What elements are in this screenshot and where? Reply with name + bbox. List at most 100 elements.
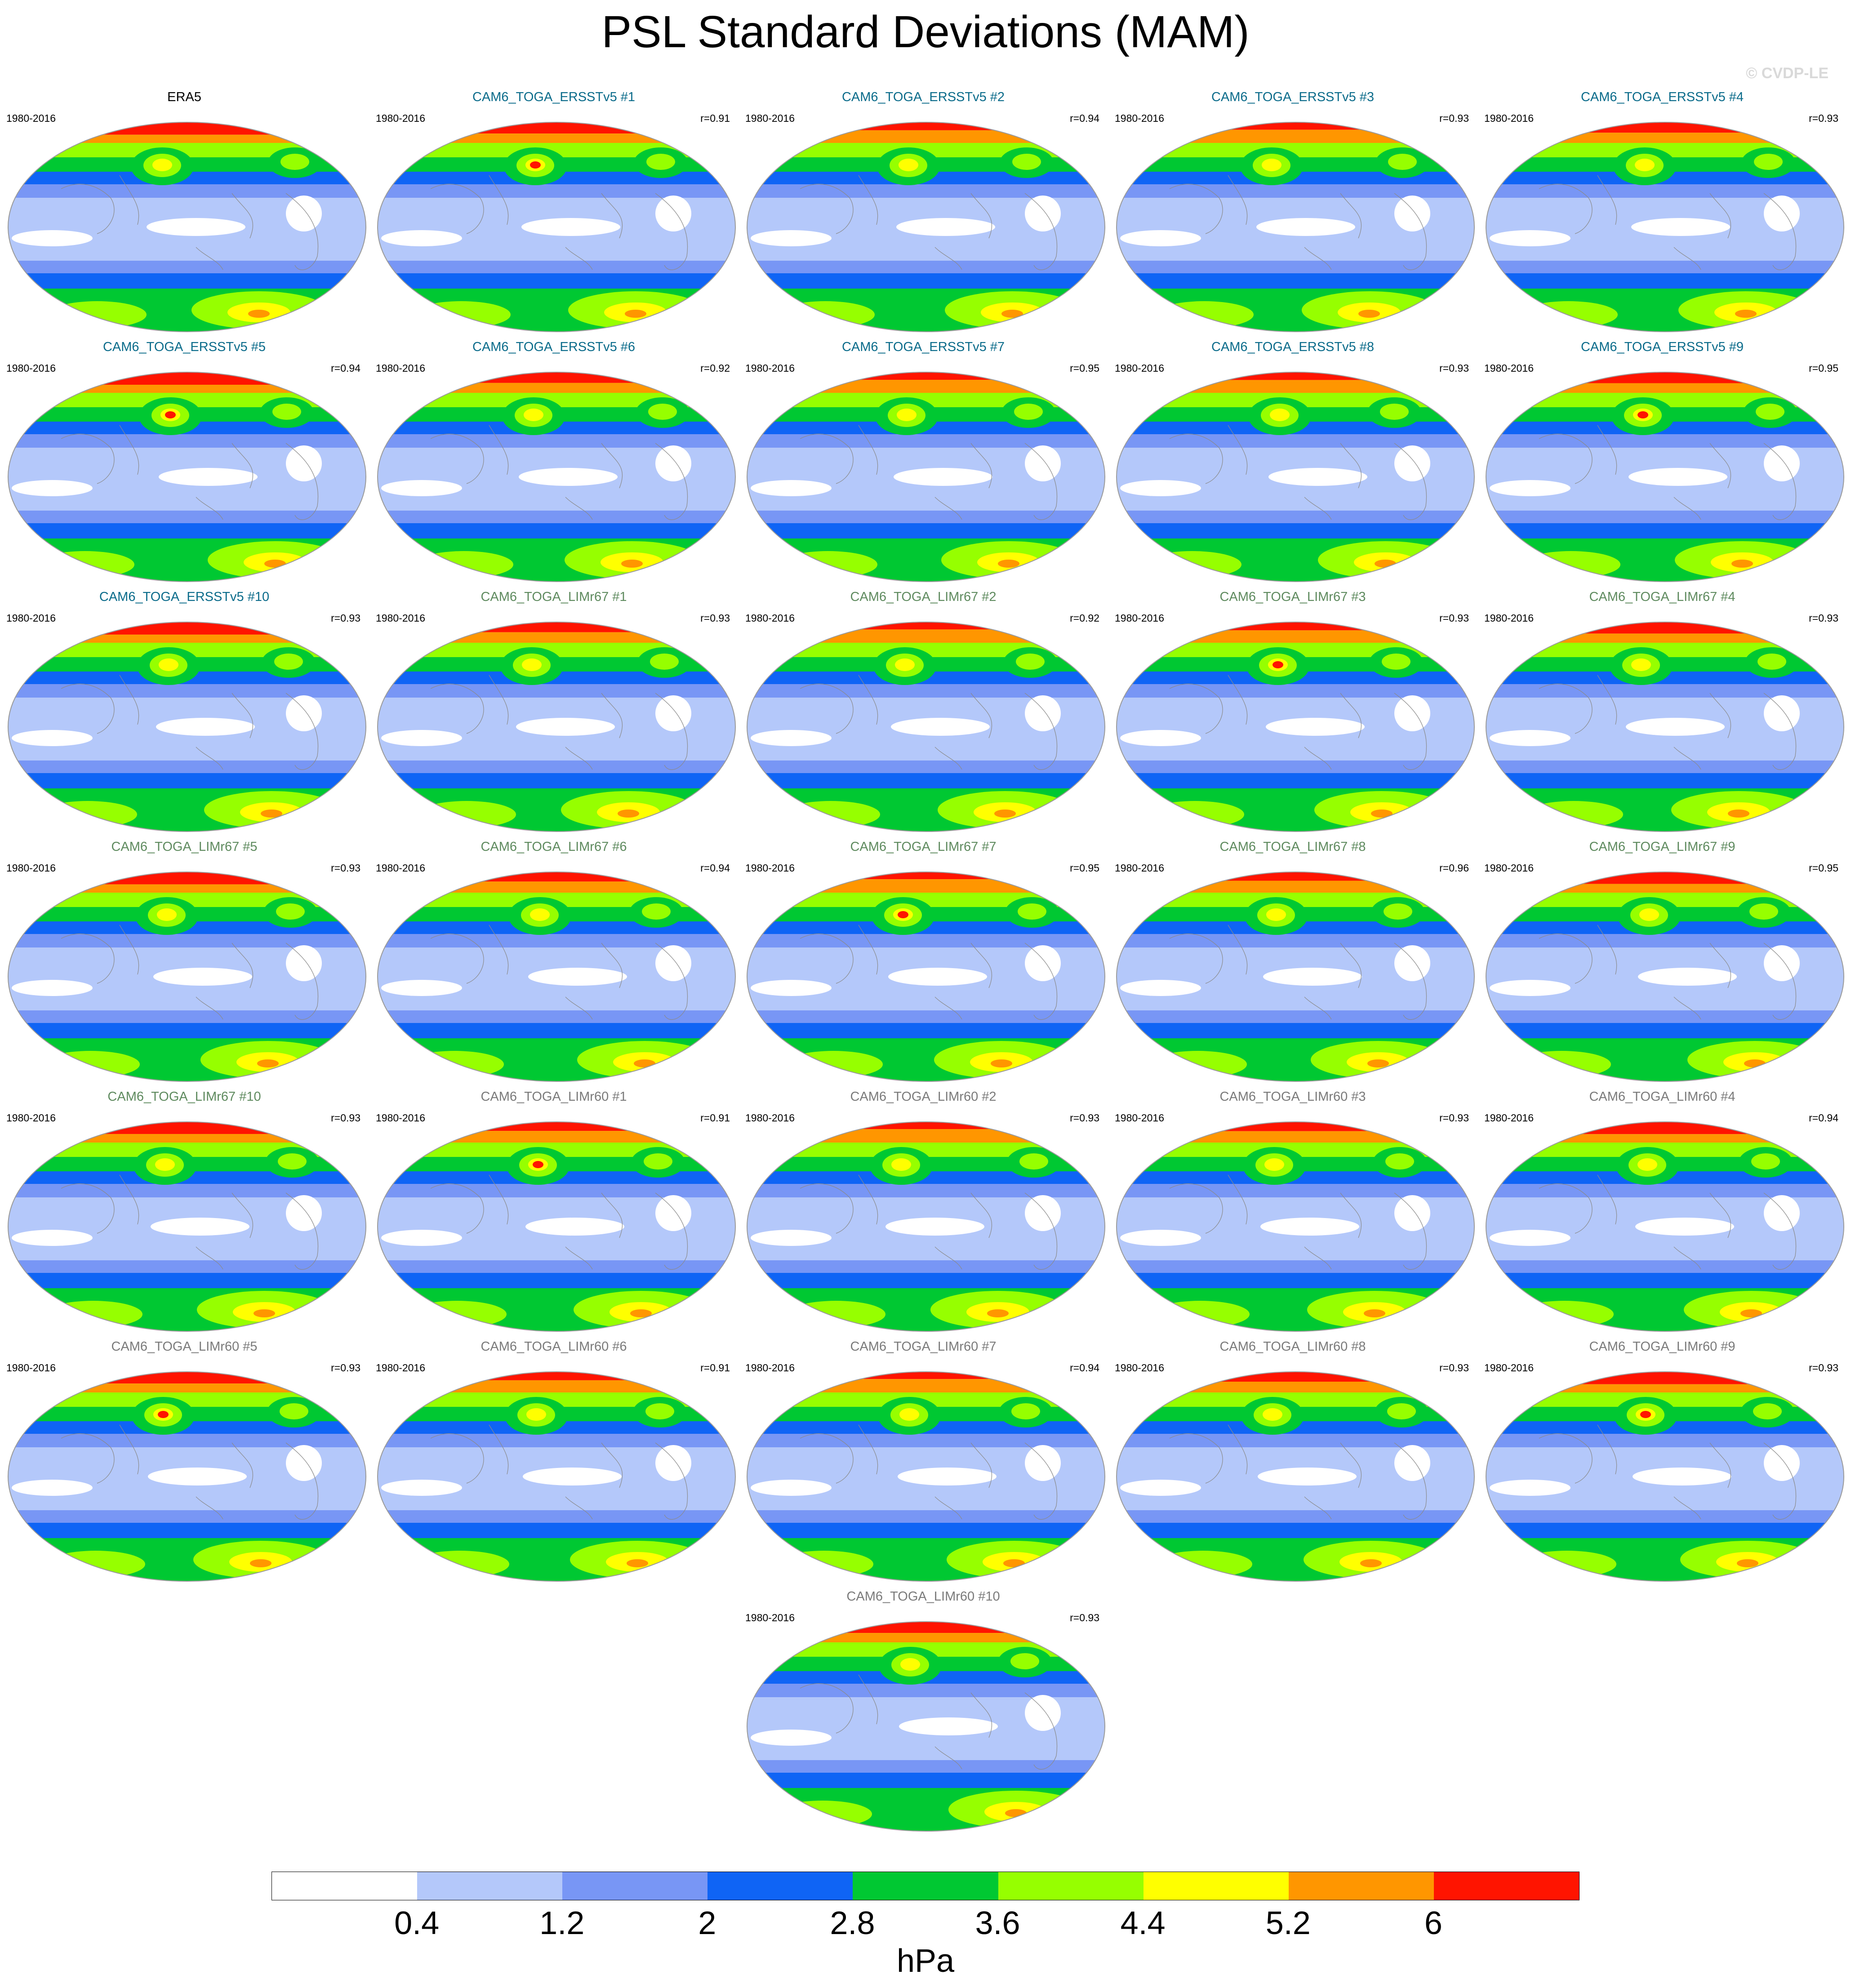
panel-map [8, 1371, 366, 1582]
panel-correlation: r=0.93 [1439, 1112, 1469, 1124]
map-panel: CAM6_TOGA_LIMr60 #10 1980-2016 r=0.93 [739, 1589, 1108, 1834]
panel-title: CAM6_TOGA_LIMr60 #3 [1219, 1090, 1366, 1104]
map-panel: CAM6_TOGA_LIMr60 #3 1980-2016 r=0.93 [1108, 1090, 1477, 1334]
panel-title: CAM6_TOGA_LIMr67 #7 [850, 840, 997, 854]
panel-map [747, 1621, 1105, 1832]
panel-period: 1980-2016 [6, 1362, 56, 1374]
panel-period: 1980-2016 [6, 362, 56, 374]
panel-title: CAM6_TOGA_ERSSTv5 #2 [841, 90, 1005, 104]
panel-period: 1980-2016 [1484, 112, 1534, 124]
panel-correlation: r=0.93 [1439, 612, 1469, 624]
panel-map [377, 1121, 736, 1332]
panel-map [8, 122, 366, 332]
panel-map [8, 872, 366, 1082]
map-panel: CAM6_TOGA_ERSSTv5 #9 1980-2016 r=0.95 [1478, 340, 1847, 585]
panel-correlation: r=0.95 [1809, 362, 1838, 374]
map-panel: CAM6_TOGA_LIMr67 #2 1980-2016 r=0.92 [739, 590, 1108, 835]
panel-title: CAM6_TOGA_ERSSTv5 #10 [99, 590, 270, 604]
map-panel: CAM6_TOGA_LIMr67 #10 1980-2016 r=0.93 [0, 1090, 369, 1334]
panel-correlation: r=0.93 [331, 1362, 360, 1374]
panel-map [747, 1121, 1105, 1332]
panel-period: 1980-2016 [745, 862, 795, 874]
map-panel: CAM6_TOGA_LIMr60 #5 1980-2016 r=0.93 [0, 1339, 369, 1584]
panel-title: CAM6_TOGA_LIMr67 #10 [107, 1090, 261, 1104]
watermark: © CVDP-LE [1746, 65, 1829, 82]
panel-map [377, 1371, 736, 1582]
panel-map [747, 1371, 1105, 1582]
panel-map [1486, 622, 1844, 832]
panel-title: CAM6_TOGA_LIMr67 #4 [1589, 590, 1735, 604]
panel-title: CAM6_TOGA_LIMr67 #8 [1219, 840, 1366, 854]
panel-map [1116, 372, 1475, 582]
panel-map [1116, 122, 1475, 332]
panel-map [1486, 122, 1844, 332]
map-panel: CAM6_TOGA_LIMr60 #9 1980-2016 r=0.93 [1478, 1339, 1847, 1584]
panel-period: 1980-2016 [376, 112, 425, 124]
colorbar-swatch [272, 1872, 418, 1900]
panel-period: 1980-2016 [1115, 862, 1164, 874]
panel-period: 1980-2016 [1484, 612, 1534, 624]
panel-period: 1980-2016 [1115, 1362, 1164, 1374]
panel-period: 1980-2016 [745, 362, 795, 374]
panel-correlation: r=0.93 [1070, 1612, 1099, 1623]
colorbar-tick-label: 6 [1424, 1905, 1442, 1941]
map-panel: CAM6_TOGA_ERSSTv5 #2 1980-2016 r=0.94 [739, 90, 1108, 335]
map-panel: CAM6_TOGA_ERSSTv5 #7 1980-2016 r=0.95 [739, 340, 1108, 585]
panel-map [8, 1121, 366, 1332]
colorbar-swatch [1288, 1872, 1434, 1900]
map-panel: CAM6_TOGA_LIMr67 #6 1980-2016 r=0.94 [369, 840, 738, 1085]
map-panel: CAM6_TOGA_LIMr60 #1 1980-2016 r=0.91 [369, 1090, 738, 1334]
panel-map [8, 622, 366, 832]
colorbar-tick-label: 0.4 [394, 1905, 440, 1941]
panel-title: CAM6_TOGA_ERSSTv5 #6 [472, 340, 636, 354]
panel-correlation: r=0.93 [1439, 1362, 1469, 1374]
panel-title: ERA5 [167, 90, 201, 104]
map-panel: CAM6_TOGA_ERSSTv5 #4 1980-2016 r=0.93 [1478, 90, 1847, 335]
map-panel: CAM6_TOGA_LIMr60 #4 1980-2016 r=0.94 [1478, 1090, 1847, 1334]
panel-map [747, 622, 1105, 832]
panel-correlation: r=0.92 [700, 362, 730, 374]
panel-correlation: r=0.93 [1439, 112, 1469, 124]
map-panel: CAM6_TOGA_ERSSTv5 #3 1980-2016 r=0.93 [1108, 90, 1477, 335]
panel-map [1116, 872, 1475, 1082]
map-panel: ERA5 1980-2016 [0, 90, 369, 335]
colorbar: 0.4 1.2 2 2.8 3.6 4.4 5.2 6 hPa [0, 1865, 1851, 1988]
panel-period: 1980-2016 [745, 1612, 795, 1623]
colorbar-tick-label: 4.4 [1120, 1905, 1166, 1941]
panel-period: 1980-2016 [376, 862, 425, 874]
panel-period: 1980-2016 [1115, 1112, 1164, 1124]
map-panel: CAM6_TOGA_LIMr67 #9 1980-2016 r=0.95 [1478, 840, 1847, 1085]
panel-map [747, 122, 1105, 332]
colorbar-swatch [1143, 1872, 1289, 1900]
panel-correlation: r=0.93 [331, 612, 360, 624]
colorbar-units: hPa [896, 1943, 955, 1979]
panel-title: CAM6_TOGA_LIMr60 #9 [1589, 1339, 1735, 1354]
panel-title: CAM6_TOGA_LIMr67 #3 [1219, 590, 1366, 604]
colorbar-swatch [998, 1872, 1144, 1900]
map-panel: CAM6_TOGA_ERSSTv5 #10 1980-2016 r=0.93 [0, 590, 369, 835]
panel-title: CAM6_TOGA_LIMr60 #6 [481, 1339, 627, 1354]
map-panel: CAM6_TOGA_LIMr60 #8 1980-2016 r=0.93 [1108, 1339, 1477, 1584]
panel-title: CAM6_TOGA_LIMr67 #2 [850, 590, 997, 604]
panel-period: 1980-2016 [6, 1112, 56, 1124]
map-panel: CAM6_TOGA_LIMr67 #5 1980-2016 r=0.93 [0, 840, 369, 1085]
panel-map [1486, 1371, 1844, 1582]
panel-map [1116, 622, 1475, 832]
panel-period: 1980-2016 [1484, 1112, 1534, 1124]
panel-correlation: r=0.92 [1070, 612, 1099, 624]
colorbar-swatch [707, 1872, 853, 1900]
panel-map [1116, 1121, 1475, 1332]
panel-map [8, 372, 366, 582]
panel-period: 1980-2016 [6, 862, 56, 874]
colorbar-tick-label: 3.6 [975, 1905, 1020, 1941]
panel-map [1486, 372, 1844, 582]
map-panel: CAM6_TOGA_LIMr60 #6 1980-2016 r=0.91 [369, 1339, 738, 1584]
panel-map [377, 372, 736, 582]
panel-period: 1980-2016 [745, 1362, 795, 1374]
panel-map [1116, 1371, 1475, 1582]
panel-map [377, 872, 736, 1082]
panel-correlation: r=0.91 [700, 1112, 730, 1124]
panel-period: 1980-2016 [1115, 612, 1164, 624]
panel-title: CAM6_TOGA_LIMr60 #7 [850, 1339, 997, 1354]
panel-title: CAM6_TOGA_LIMr60 #1 [481, 1090, 627, 1104]
